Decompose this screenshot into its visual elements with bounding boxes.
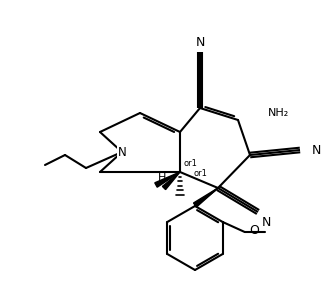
Text: N: N xyxy=(262,215,271,229)
Text: H: H xyxy=(158,173,166,183)
Text: N: N xyxy=(312,144,321,156)
Text: or1: or1 xyxy=(194,170,208,179)
Text: O: O xyxy=(250,224,260,238)
Polygon shape xyxy=(162,172,180,190)
Polygon shape xyxy=(155,172,180,187)
Text: N: N xyxy=(195,35,205,49)
Text: N: N xyxy=(118,145,126,159)
Text: NH₂: NH₂ xyxy=(268,108,289,118)
Text: or1: or1 xyxy=(184,159,198,167)
Text: N: N xyxy=(118,145,126,159)
Polygon shape xyxy=(193,188,218,207)
